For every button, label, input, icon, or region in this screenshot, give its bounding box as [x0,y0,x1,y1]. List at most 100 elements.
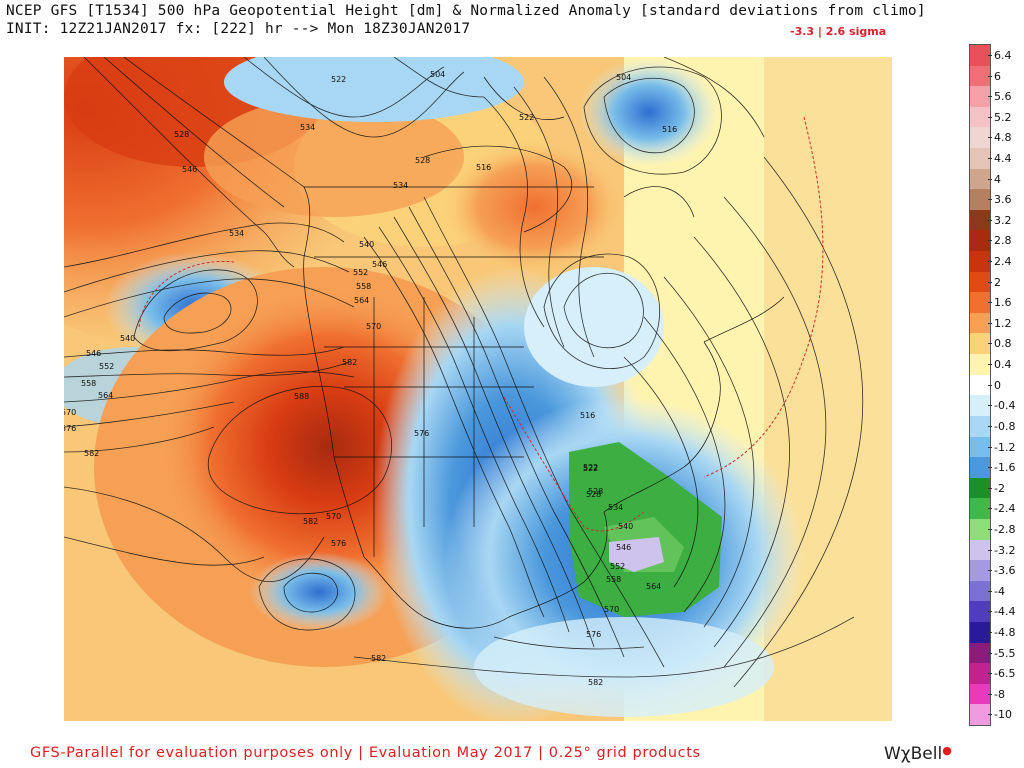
contour-label: 504 [430,70,445,79]
colorbar-tick-label: -0.8 [987,420,1015,433]
colorbar-tick-label: 4 [988,173,1001,186]
contour-label: 552 [99,362,114,371]
colorbar-swatch [970,580,990,602]
colorbar-tick-label: -3.6 [987,565,1015,577]
colorbar-tick-label: -2.4 [987,503,1015,515]
colorbar-swatch [970,354,990,376]
sigma-range: -3.3 | 2.6 sigma [790,25,887,38]
footer-disclaimer: GFS-Parallel for evaluation purposes onl… [30,745,701,761]
contour-label: 564 [354,296,369,305]
colorbar-tick-label: 3.2 [988,214,1012,227]
contour-label: 540 [618,522,633,531]
contour-label: 570 [326,512,341,521]
colorbar-swatch [970,539,990,561]
contour-label: 534 [229,229,244,238]
contour-label: 564 [646,582,661,591]
colorbar-swatch [970,374,990,396]
contour-label: 564 [98,391,113,400]
contour-label: 576 [586,630,601,639]
colorbar-tick-label: 3.6 [988,194,1012,206]
colorbar-swatch [970,127,990,149]
contour-label: 528 [588,487,603,496]
contour-label: 588 [294,392,309,401]
colorbar-swatch [970,168,990,190]
colorbar-swatch [970,704,990,726]
colorbar-tick-label: 5.2 [988,111,1012,124]
colorbar-tick-label: 4.4 [988,153,1012,165]
colorbar [969,44,991,726]
colorbar-swatch [970,477,990,499]
colorbar-swatch [970,292,990,314]
colorbar-tick-label: 6 [988,70,1001,83]
contour-label: 570 [64,408,76,417]
colorbar-swatch [970,106,990,128]
colorbar-tick-label: 1.2 [988,317,1012,330]
contour-label: 546 [86,349,101,358]
contour-label: 534 [393,181,408,190]
colorbar-swatch [970,518,990,540]
contour-label: 528 [586,490,601,499]
colorbar-tick-label: -4.8 [987,626,1015,639]
colorbar-swatch [970,148,990,170]
colorbar-swatch [970,642,990,664]
contour-label: 546 [182,165,197,174]
contour-label: 558 [606,575,621,584]
colorbar-swatch [970,333,990,355]
colorbar-swatch [970,663,990,685]
colorbar-tick-label: -1.2 [987,441,1015,454]
contour-label: 516 [476,163,491,172]
colorbar-swatch [970,251,990,273]
colorbar-tick-label: 0.4 [988,359,1012,371]
contour-label: 534 [608,503,623,512]
contour-label: 528 [174,130,189,139]
colorbar-tick-label: 0 [988,379,1001,392]
colorbar-tick-label: -4 [988,585,1005,598]
colorbar-swatch [970,312,990,334]
anomaly-map: 522 504 528 534 522 516 528 504 534 546 … [64,57,892,721]
colorbar-swatch [970,230,990,252]
colorbar-swatch [970,415,990,437]
colorbar-tick-label: 2 [988,276,1001,289]
colorbar-tick-label: -4.4 [987,606,1015,618]
colorbar-tick-label: 4.8 [988,132,1012,144]
colorbar-swatch [970,601,990,623]
contour-label: 582 [588,678,603,687]
contour-label: 552 [610,562,625,571]
colorbar-tick-label: -5.5 [987,647,1015,660]
colorbar-tick-label: -2.8 [987,523,1015,536]
contour-label: 534 [300,123,315,132]
contour-label: 558 [356,282,371,291]
contour-label: 570 [366,322,381,331]
contour-label: 540 [120,334,135,343]
contour-label: 570 [604,605,619,614]
colorbar-tick-label: 0.8 [988,338,1012,350]
colorbar-tick-label: -3.2 [987,544,1015,557]
title-line-1: NCEP GFS [T1534] 500 hPa Geopotential He… [6,3,926,19]
colorbar-swatch [970,209,990,231]
colorbar-swatch [970,45,990,66]
contour-label: 504 [616,73,631,82]
contour-label: 540 [359,240,374,249]
contour-label: 576 [64,424,76,433]
contour-label: 582 [342,358,357,367]
contour-label: 558 [81,379,96,388]
contour-label: 576 [331,539,346,548]
contour-label: 576 [414,429,429,438]
contour-label: 516 [662,125,677,134]
colorbar-tick-label: 1.6 [988,297,1012,309]
colorbar-swatch [970,457,990,479]
title-line-2: INIT: 12Z21JAN2017 fx: [222] hr --> Mon … [6,21,471,37]
contour-label: 522 [331,75,346,84]
colorbar-swatch [970,560,990,582]
colorbar-swatch [970,86,990,108]
contour-label: 522 [583,464,598,473]
contour-label: 582 [303,517,318,526]
colorbar-tick-label: -8 [988,688,1005,701]
colorbar-tick-label: 5.6 [988,91,1012,103]
colorbar-swatch [970,65,990,87]
colorbar-swatch [970,189,990,211]
contour-label: 582 [84,449,99,458]
contour-label: 528 [415,156,430,165]
colorbar-swatch [970,498,990,520]
colorbar-swatch [970,395,990,417]
